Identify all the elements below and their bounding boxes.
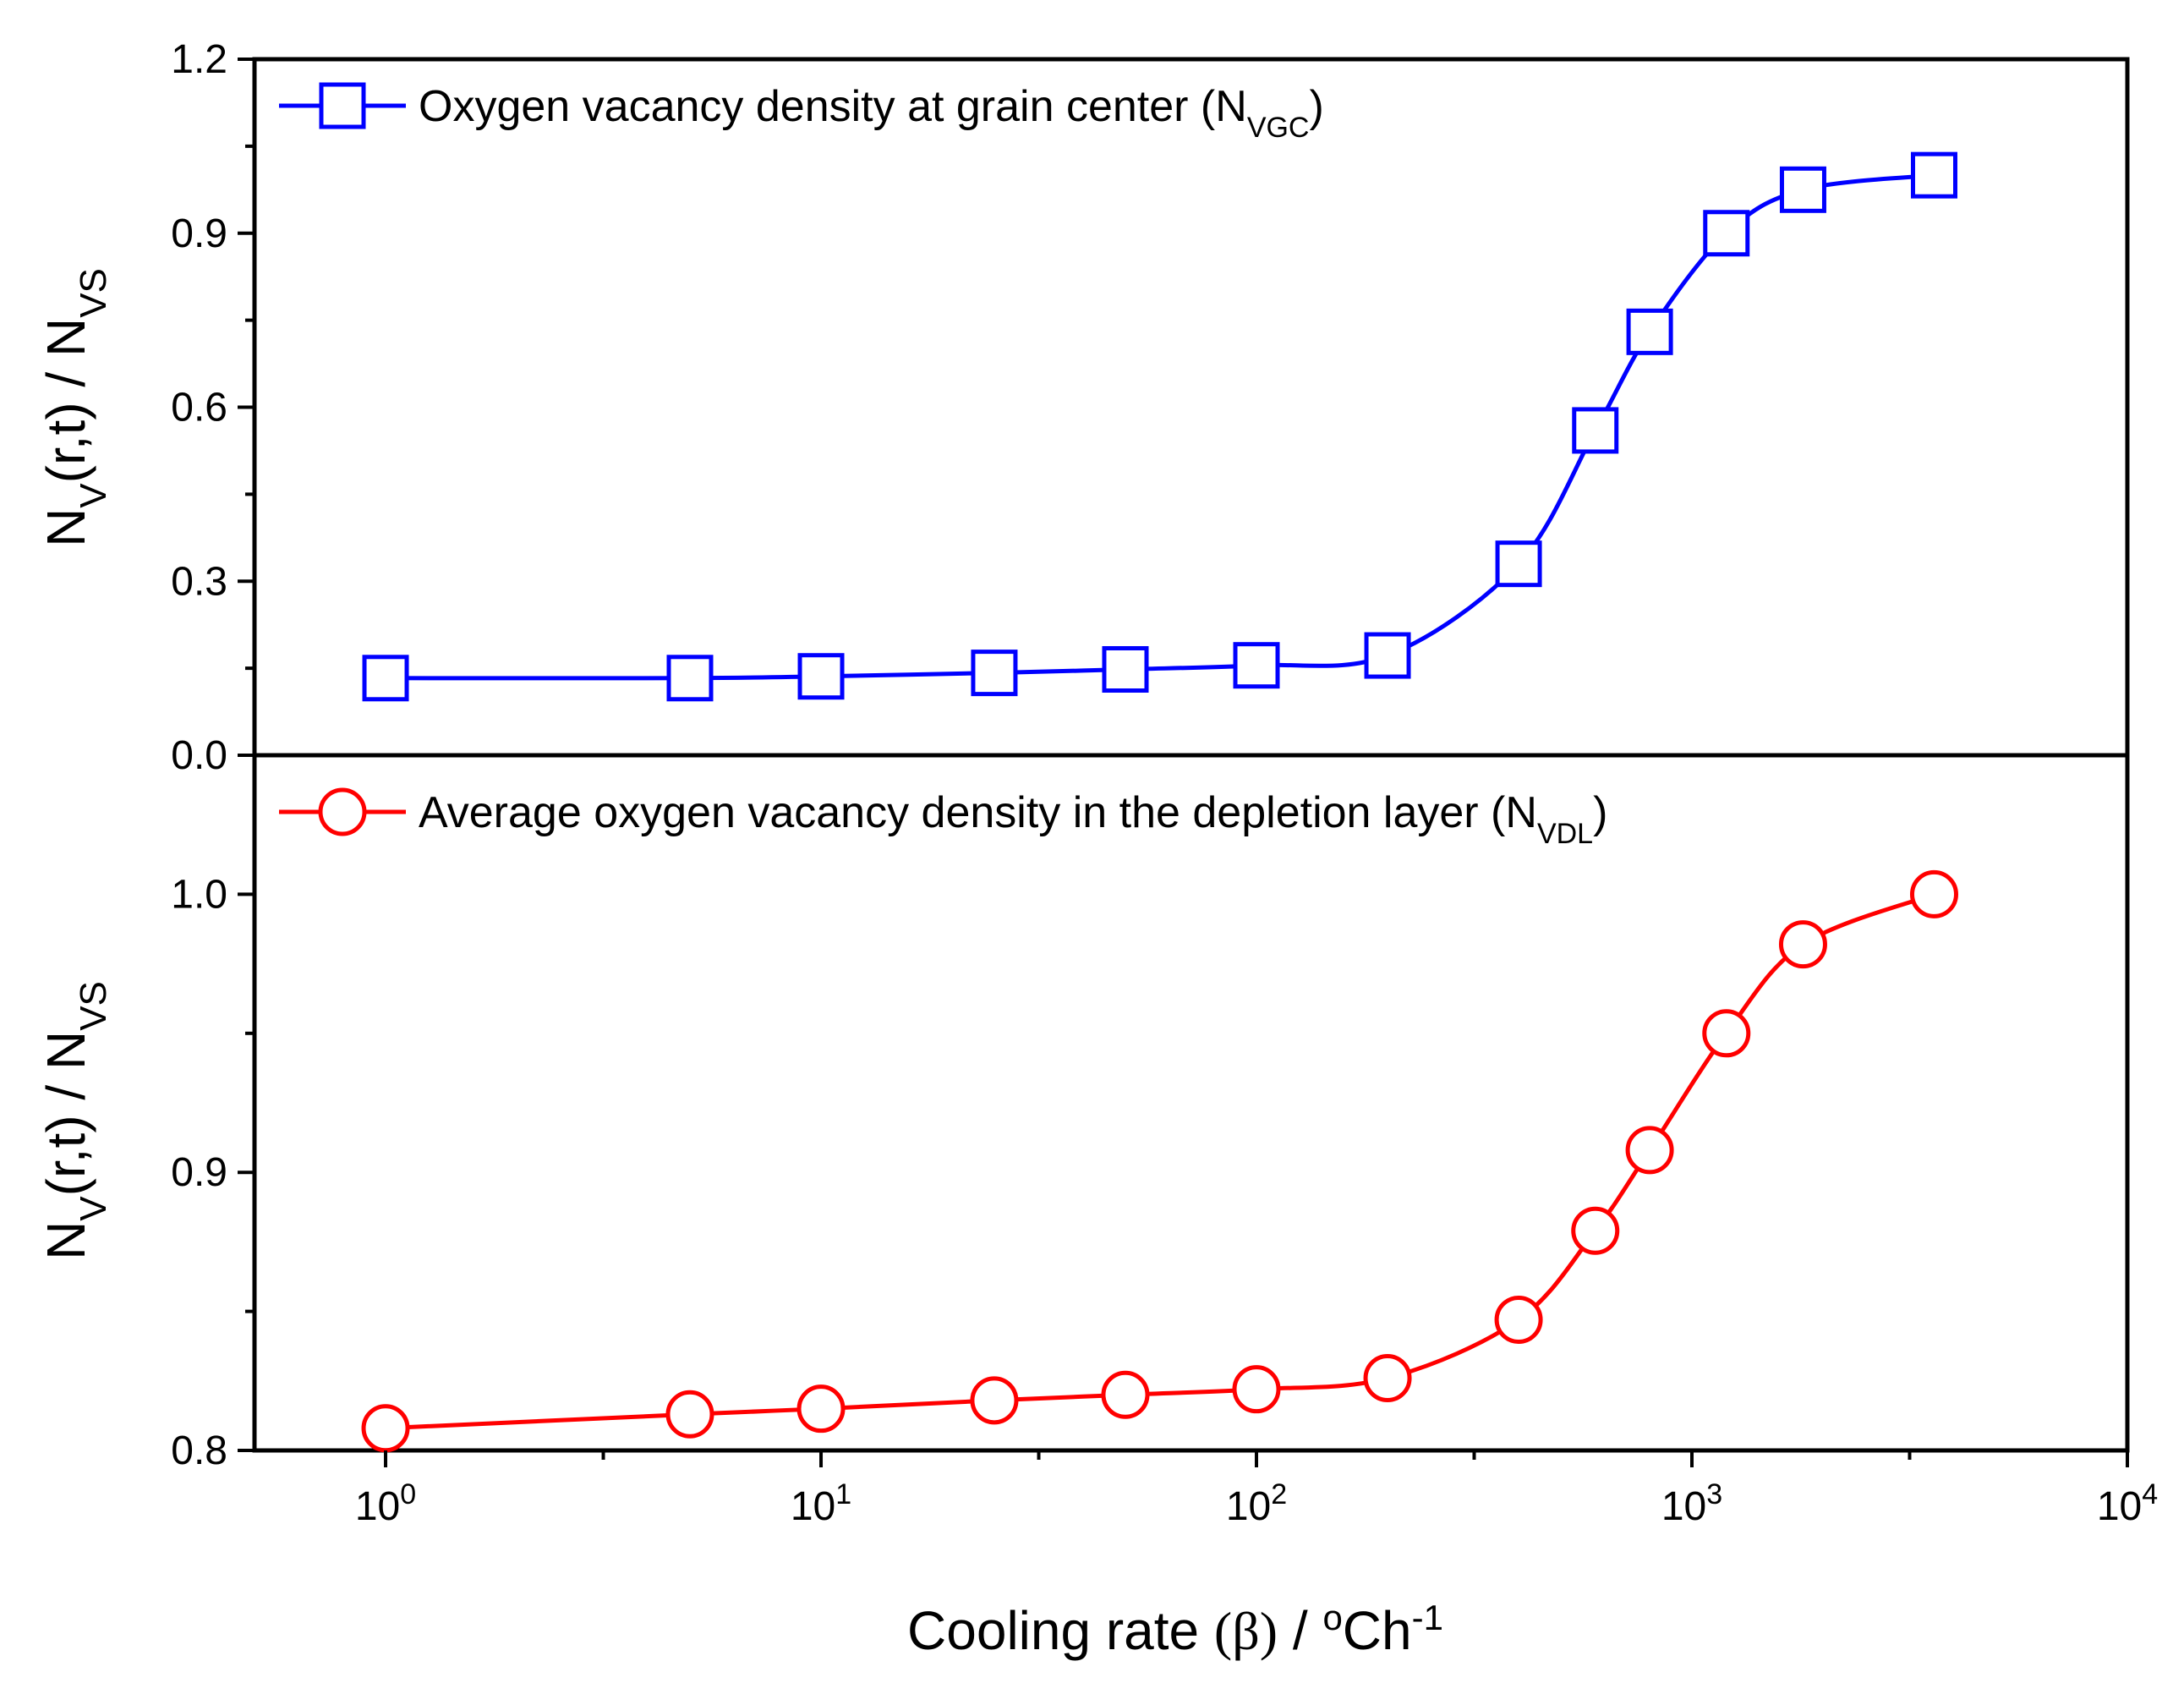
top-y-tick-label: 0.6 xyxy=(171,386,227,430)
top-legend: Oxygen vacancy density at grain center (… xyxy=(279,82,1324,144)
top-legend-label: Oxygen vacancy density at grain center (… xyxy=(419,82,1324,144)
x-tick-label: 104 xyxy=(2097,1478,2158,1529)
top-ylabel-sub1: V xyxy=(73,483,114,508)
bottom-data-point xyxy=(1571,1206,1620,1255)
top-ylabel-sub2: VS xyxy=(73,268,114,318)
bottom-y-tick-label: 0.8 xyxy=(171,1428,227,1473)
series-markers-nvgc xyxy=(362,151,1957,702)
series-line-nvgc xyxy=(385,173,1935,681)
top-data-point xyxy=(971,650,1018,697)
top-y-tick-label: 1.2 xyxy=(171,37,227,82)
top-data-point xyxy=(1364,632,1411,679)
bottom-data-point xyxy=(1232,1365,1281,1414)
top-data-point xyxy=(1233,642,1280,689)
x-title-degree: o xyxy=(1322,1598,1342,1637)
bottom-ylabel-sub2: VS xyxy=(73,981,114,1031)
series-line-nvdl xyxy=(385,892,1935,1431)
bottom-legend-marker xyxy=(318,787,367,836)
bottom-data-point xyxy=(1363,1354,1412,1403)
bottom-y-tick-label: 0.9 xyxy=(171,1150,227,1195)
top-data-point xyxy=(797,653,845,700)
bottom-legend: Average oxygen vacancy density in the de… xyxy=(279,787,1607,850)
top-data-point xyxy=(666,655,714,702)
top-legend-end: ) xyxy=(1310,82,1324,131)
x-tick-label: 102 xyxy=(1226,1478,1287,1529)
bottom-ylabel-mid: (r,t) / N xyxy=(36,1031,96,1197)
x-title-beta: (β) xyxy=(1214,1601,1278,1661)
top-y-tick-label: 0.9 xyxy=(171,211,227,256)
x-title-exp: -1 xyxy=(1412,1598,1443,1637)
bottom-y-tick-label: 1.0 xyxy=(171,872,227,917)
bottom-panel: 0.8 0.9 1.0 NV(r,t) / NVS Average oxygen v… xyxy=(36,787,1958,1473)
bottom-legend-name: Average oxygen vacancy density in the de… xyxy=(419,788,1537,837)
bottom-legend-sub: VDL xyxy=(1537,818,1593,850)
top-panel: 0.0 0.3 0.6 0.9 1.2 NV(r,t) / NVS Oxygen vac… xyxy=(36,37,1957,778)
top-ylabel-main: N xyxy=(36,508,96,547)
top-data-point xyxy=(1910,151,1957,199)
bottom-legend-label: Average oxygen vacancy density in the de… xyxy=(419,788,1607,850)
top-legend-name: Oxygen vacancy density at grain center (… xyxy=(419,82,1247,131)
series-markers-nvdl xyxy=(361,869,1958,1453)
top-data-point xyxy=(1703,210,1750,257)
top-legend-marker xyxy=(319,82,366,129)
top-data-point xyxy=(1495,540,1542,588)
top-data-point xyxy=(1626,308,1673,355)
top-legend-sub: VGC xyxy=(1247,112,1310,144)
bottom-data-point xyxy=(361,1404,410,1453)
x-axis-ticks: 100 101 102 103 104 xyxy=(355,1450,2158,1529)
bottom-ylabel-main: N xyxy=(36,1221,96,1260)
top-data-point xyxy=(1572,407,1619,454)
bottom-data-point xyxy=(1625,1126,1674,1175)
bottom-data-point xyxy=(1702,1009,1751,1058)
x-axis-title: Cooling rate (β) / oCh-1 xyxy=(907,1598,1443,1662)
top-data-point xyxy=(362,655,409,702)
bottom-data-point xyxy=(665,1390,714,1439)
bottom-y-axis-title: NV(r,t) / NVS xyxy=(36,981,114,1260)
x-tick-label: 103 xyxy=(1661,1478,1722,1529)
top-y-ticks: 0.0 0.3 0.6 0.9 1.2 xyxy=(171,37,255,778)
top-data-point xyxy=(1779,166,1826,213)
bottom-data-point xyxy=(970,1376,1019,1425)
x-title-unit: Ch xyxy=(1343,1600,1412,1661)
bottom-ylabel-sub1: V xyxy=(73,1196,114,1221)
bottom-data-point xyxy=(1778,920,1827,969)
bottom-y-ticks: 0.8 0.9 1.0 xyxy=(171,872,255,1473)
bottom-data-point xyxy=(1494,1295,1543,1344)
top-ylabel-mid: (r,t) / N xyxy=(36,318,96,484)
bottom-data-point xyxy=(1909,869,1958,918)
bottom-legend-end: ) xyxy=(1593,788,1607,837)
x-title-start: Cooling rate xyxy=(907,1600,1214,1661)
top-y-tick-label: 0.3 xyxy=(171,559,227,604)
bottom-data-point xyxy=(796,1384,846,1434)
top-y-axis-title: NV(r,t) / NVS xyxy=(36,268,114,547)
x-tick-label: 101 xyxy=(791,1478,851,1529)
x-title-mid: / xyxy=(1278,1600,1322,1661)
top-y-tick-label: 0.0 xyxy=(171,733,227,778)
top-data-point xyxy=(1102,645,1149,693)
x-tick-label: 100 xyxy=(355,1478,416,1529)
bottom-data-point xyxy=(1101,1370,1150,1419)
